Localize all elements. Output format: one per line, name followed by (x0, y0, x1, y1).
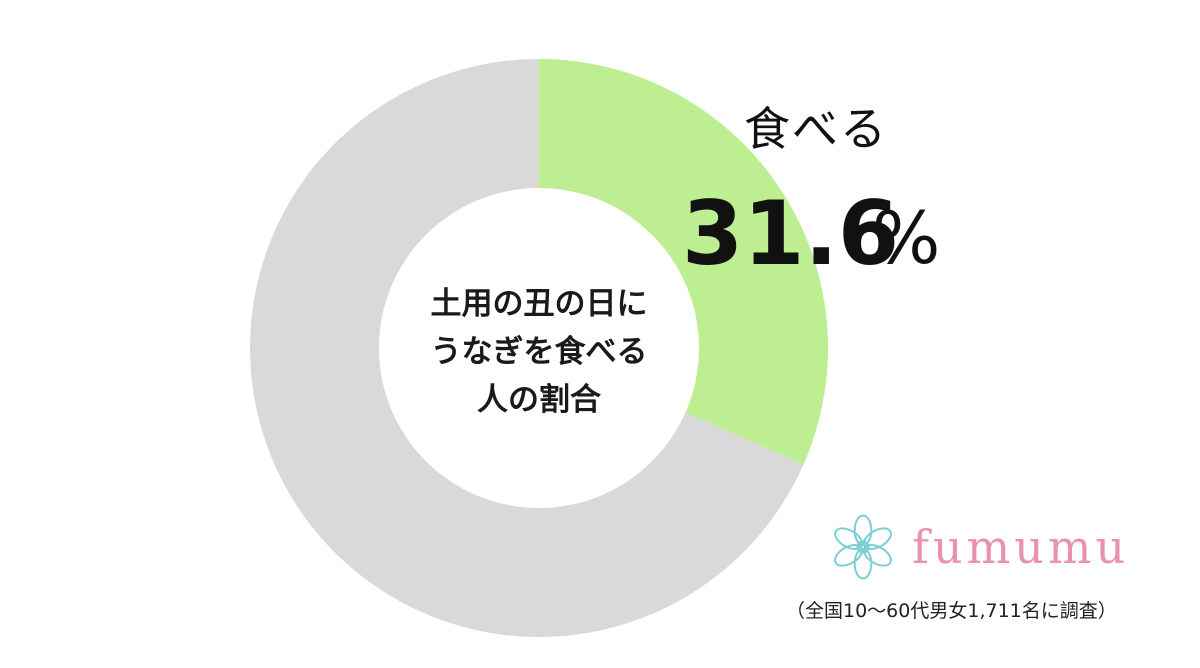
slice-unit-percent: % (872, 196, 941, 280)
chart-title-line-2: うなぎを食べる (430, 334, 648, 370)
snowflake-flower-icon (834, 514, 892, 580)
logo-text: fumumu (912, 520, 1130, 574)
slice-value-eat: 31.6 (682, 182, 900, 285)
survey-footnote: （全国10～60代男女1,711名に調査） (786, 600, 1117, 622)
slice-label-eat: 食べる (744, 102, 888, 156)
donut-hole (379, 188, 699, 508)
chart-title: 土用の丑の日に うなぎを食べる 人の割合 (398, 280, 680, 424)
chart-title-line-1: 土用の丑の日に (430, 286, 648, 322)
chart-title-line-3: 人の割合 (477, 382, 601, 418)
